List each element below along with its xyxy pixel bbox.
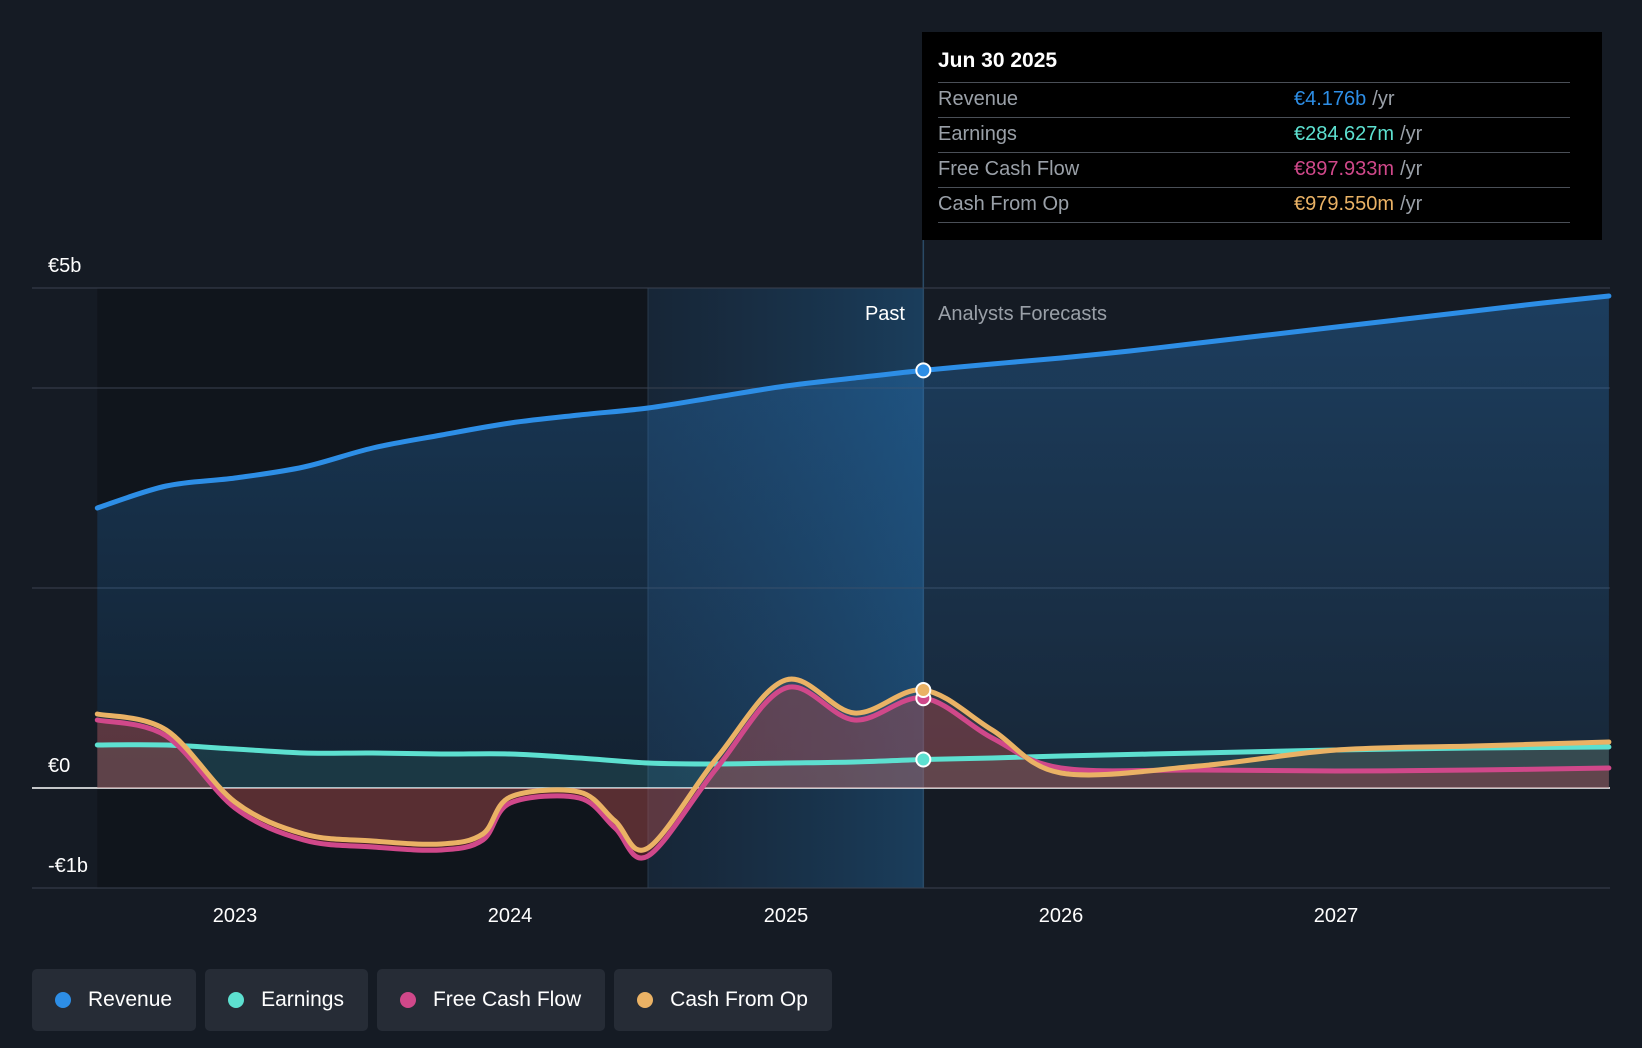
x-tick-2023: 2023	[213, 905, 258, 927]
legend-label: Cash From Op	[670, 988, 808, 1011]
tooltip-row-label: Earnings	[938, 123, 1017, 145]
legend-label: Earnings	[261, 988, 344, 1011]
tooltip-row-revenue: Revenue €4.176b /yr	[938, 83, 1570, 118]
tooltip-row-unit: /yr	[1400, 193, 1423, 215]
tooltip-row-label: Free Cash Flow	[938, 158, 1080, 180]
past-label: Past	[865, 303, 905, 325]
legend-item-cash-from-op[interactable]: Cash From Op	[614, 969, 832, 1031]
revenue-line	[94, 293, 1612, 511]
tooltip-row-value: €897.933m	[1294, 158, 1395, 180]
tooltip-row-earnings: Earnings €284.627m /yr	[938, 118, 1570, 153]
legend-dot-icon	[399, 992, 416, 1008]
tooltip-row-value: €4.176b	[1294, 88, 1367, 110]
free-cash-flow-area	[97, 686, 1609, 859]
y-label-0: €0	[48, 755, 70, 777]
tooltip-row-label: Cash From Op	[938, 193, 1070, 215]
legend-dot-icon	[228, 992, 245, 1008]
legend-dot-icon	[55, 992, 71, 1008]
revenue-marker	[915, 362, 932, 379]
tooltip-row-value: €979.550m	[1294, 193, 1395, 215]
free-cash-flow-line	[94, 684, 1612, 861]
legend: Revenue Earnings Free Cash Flow Cash Fro…	[32, 969, 832, 1031]
series-markers	[915, 362, 932, 768]
x-tick-2025: 2025	[764, 905, 809, 927]
earnings-marker	[915, 751, 932, 768]
legend-item-revenue[interactable]: Revenue	[32, 969, 197, 1031]
legend-label: Revenue	[88, 988, 173, 1011]
axis-text: €5b €0 -€1b 2023 2024 2025 2026 2027 Pas…	[48, 255, 1358, 927]
forecast-label: Analysts Forecasts	[938, 303, 1107, 325]
y-label-5b: €5b	[48, 255, 81, 277]
tooltip: Jun 30 2025 Revenue €4.176b /yr Earnings…	[922, 32, 1602, 240]
x-tick-2024: 2024	[488, 905, 533, 927]
legend-dot-icon	[637, 992, 654, 1008]
tooltip-row-unit: /yr	[1400, 158, 1423, 180]
y-label-neg1b: -€1b	[48, 855, 88, 877]
tooltip-row-free-cash-flow: Free Cash Flow €897.933m /yr	[938, 153, 1570, 188]
cash-from-op-marker	[915, 682, 932, 698]
revenue-area	[97, 296, 1609, 788]
tooltip-row-value: €284.627m	[1294, 123, 1395, 145]
legend-item-earnings[interactable]: Earnings	[205, 969, 368, 1031]
legend-label: Free Cash Flow	[432, 988, 582, 1011]
tooltip-date: Jun 30 2025	[938, 46, 1570, 83]
tooltip-row-label: Revenue	[938, 88, 1019, 110]
x-tick-2027: 2027	[1314, 905, 1359, 927]
cash-from-op-area	[97, 679, 1609, 851]
legend-item-free-cash-flow[interactable]: Free Cash Flow	[376, 969, 606, 1031]
x-tick-2026: 2026	[1039, 905, 1084, 927]
tooltip-row-cash-from-op: Cash From Op €979.550m /yr	[938, 188, 1570, 223]
series-lines	[94, 293, 1612, 861]
earnings-line	[94, 742, 1612, 767]
tooltip-row-unit: /yr	[1372, 88, 1395, 110]
cash-from-op-line	[94, 676, 1612, 853]
tooltip-row-unit: /yr	[1400, 123, 1423, 145]
